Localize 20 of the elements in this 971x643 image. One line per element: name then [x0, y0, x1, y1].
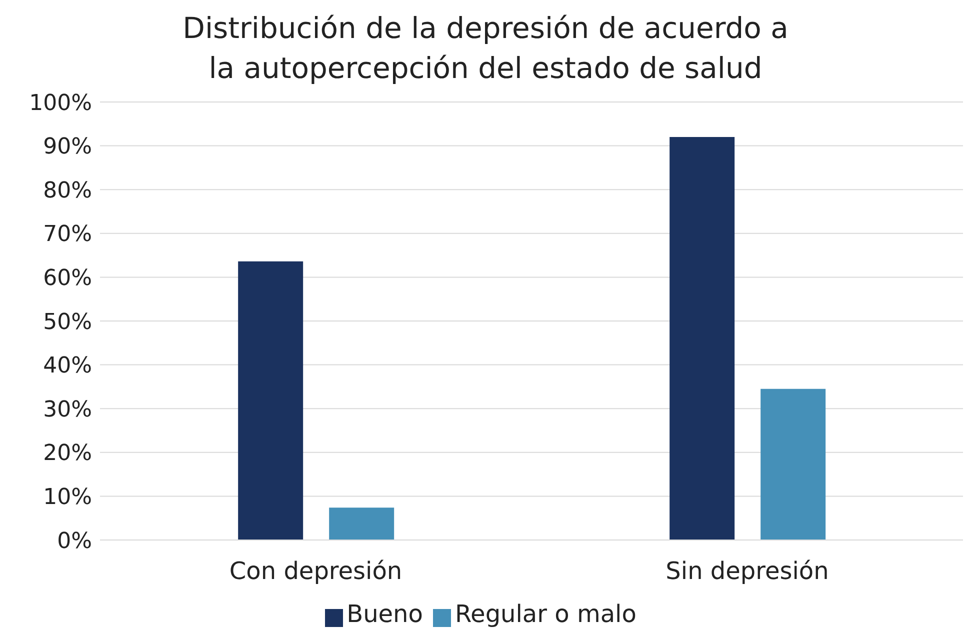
bar	[760, 388, 826, 540]
y-tick-label: 60%	[43, 266, 92, 292]
y-tick-label: 30%	[43, 397, 92, 422]
bar	[329, 508, 394, 540]
y-tick-label: 20%	[43, 441, 92, 466]
x-tick-label: Con depresión	[229, 557, 402, 586]
y-tick-label: 80%	[43, 178, 92, 204]
y-tick-label: 10%	[43, 485, 92, 510]
y-tick-label: 70%	[43, 222, 92, 248]
chart-title: Distribución de la depresión de acuerdo a la autopercepción del estado de salud	[182, 10, 790, 87]
y-tick-label: 50%	[43, 310, 92, 335]
y-tick-label: 100%	[29, 90, 92, 116]
y-tick-label: 40%	[43, 354, 92, 379]
y-tick-label: 90%	[43, 134, 92, 160]
x-tick-label: Sin depresión	[666, 557, 829, 586]
bar	[670, 137, 735, 540]
legend-label: Regular o malo	[454, 600, 636, 628]
bar	[238, 261, 304, 540]
y-tick-label: 0%	[57, 528, 92, 554]
legend-label: Bueno	[346, 600, 423, 628]
